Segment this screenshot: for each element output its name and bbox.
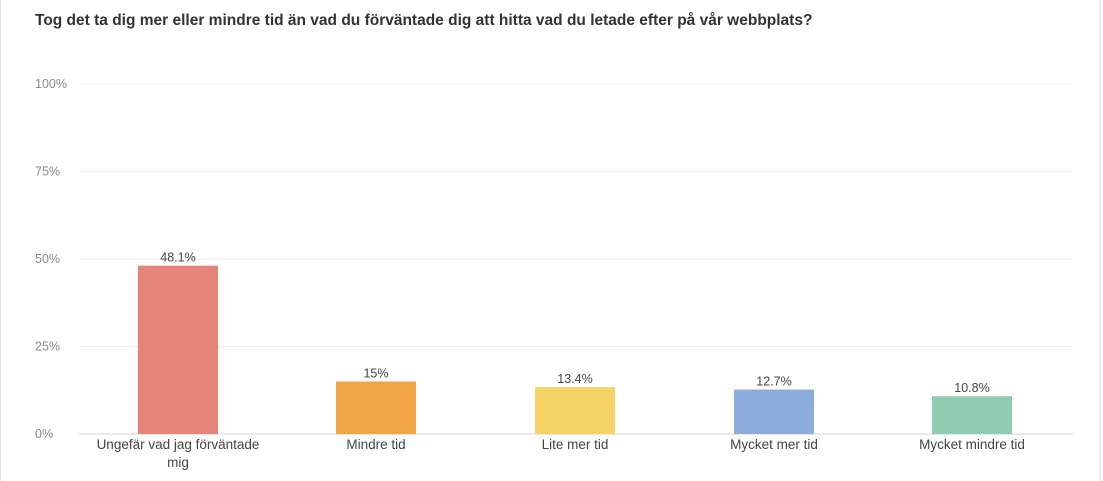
y-tick-label: 0% [35, 427, 53, 441]
y-tick-label: 100% [35, 77, 67, 91]
category-label: mig [167, 455, 189, 470]
value-label: 12.7% [756, 375, 791, 389]
bar [138, 265, 218, 434]
category-label: Ungefär vad jag förväntade [97, 437, 260, 452]
y-tick-label: 75% [35, 165, 60, 179]
category-label: Mycket mindre tid [919, 437, 1025, 452]
value-label: 13.4% [557, 372, 592, 386]
bar [535, 387, 615, 434]
value-label: 15% [363, 367, 388, 381]
y-tick-label: 25% [35, 340, 60, 354]
value-label: 48.1% [160, 251, 195, 265]
value-label: 10.8% [954, 381, 989, 395]
category-label: Mycket mer tid [730, 437, 818, 452]
bar [932, 396, 1012, 434]
y-tick-label: 50% [35, 252, 60, 266]
bar [336, 381, 416, 434]
category-label: Mindre tid [346, 437, 405, 452]
chart-title: Tog det ta dig mer eller mindre tid än v… [35, 12, 813, 29]
bar [734, 389, 814, 434]
category-label: Lite mer tid [542, 437, 609, 452]
